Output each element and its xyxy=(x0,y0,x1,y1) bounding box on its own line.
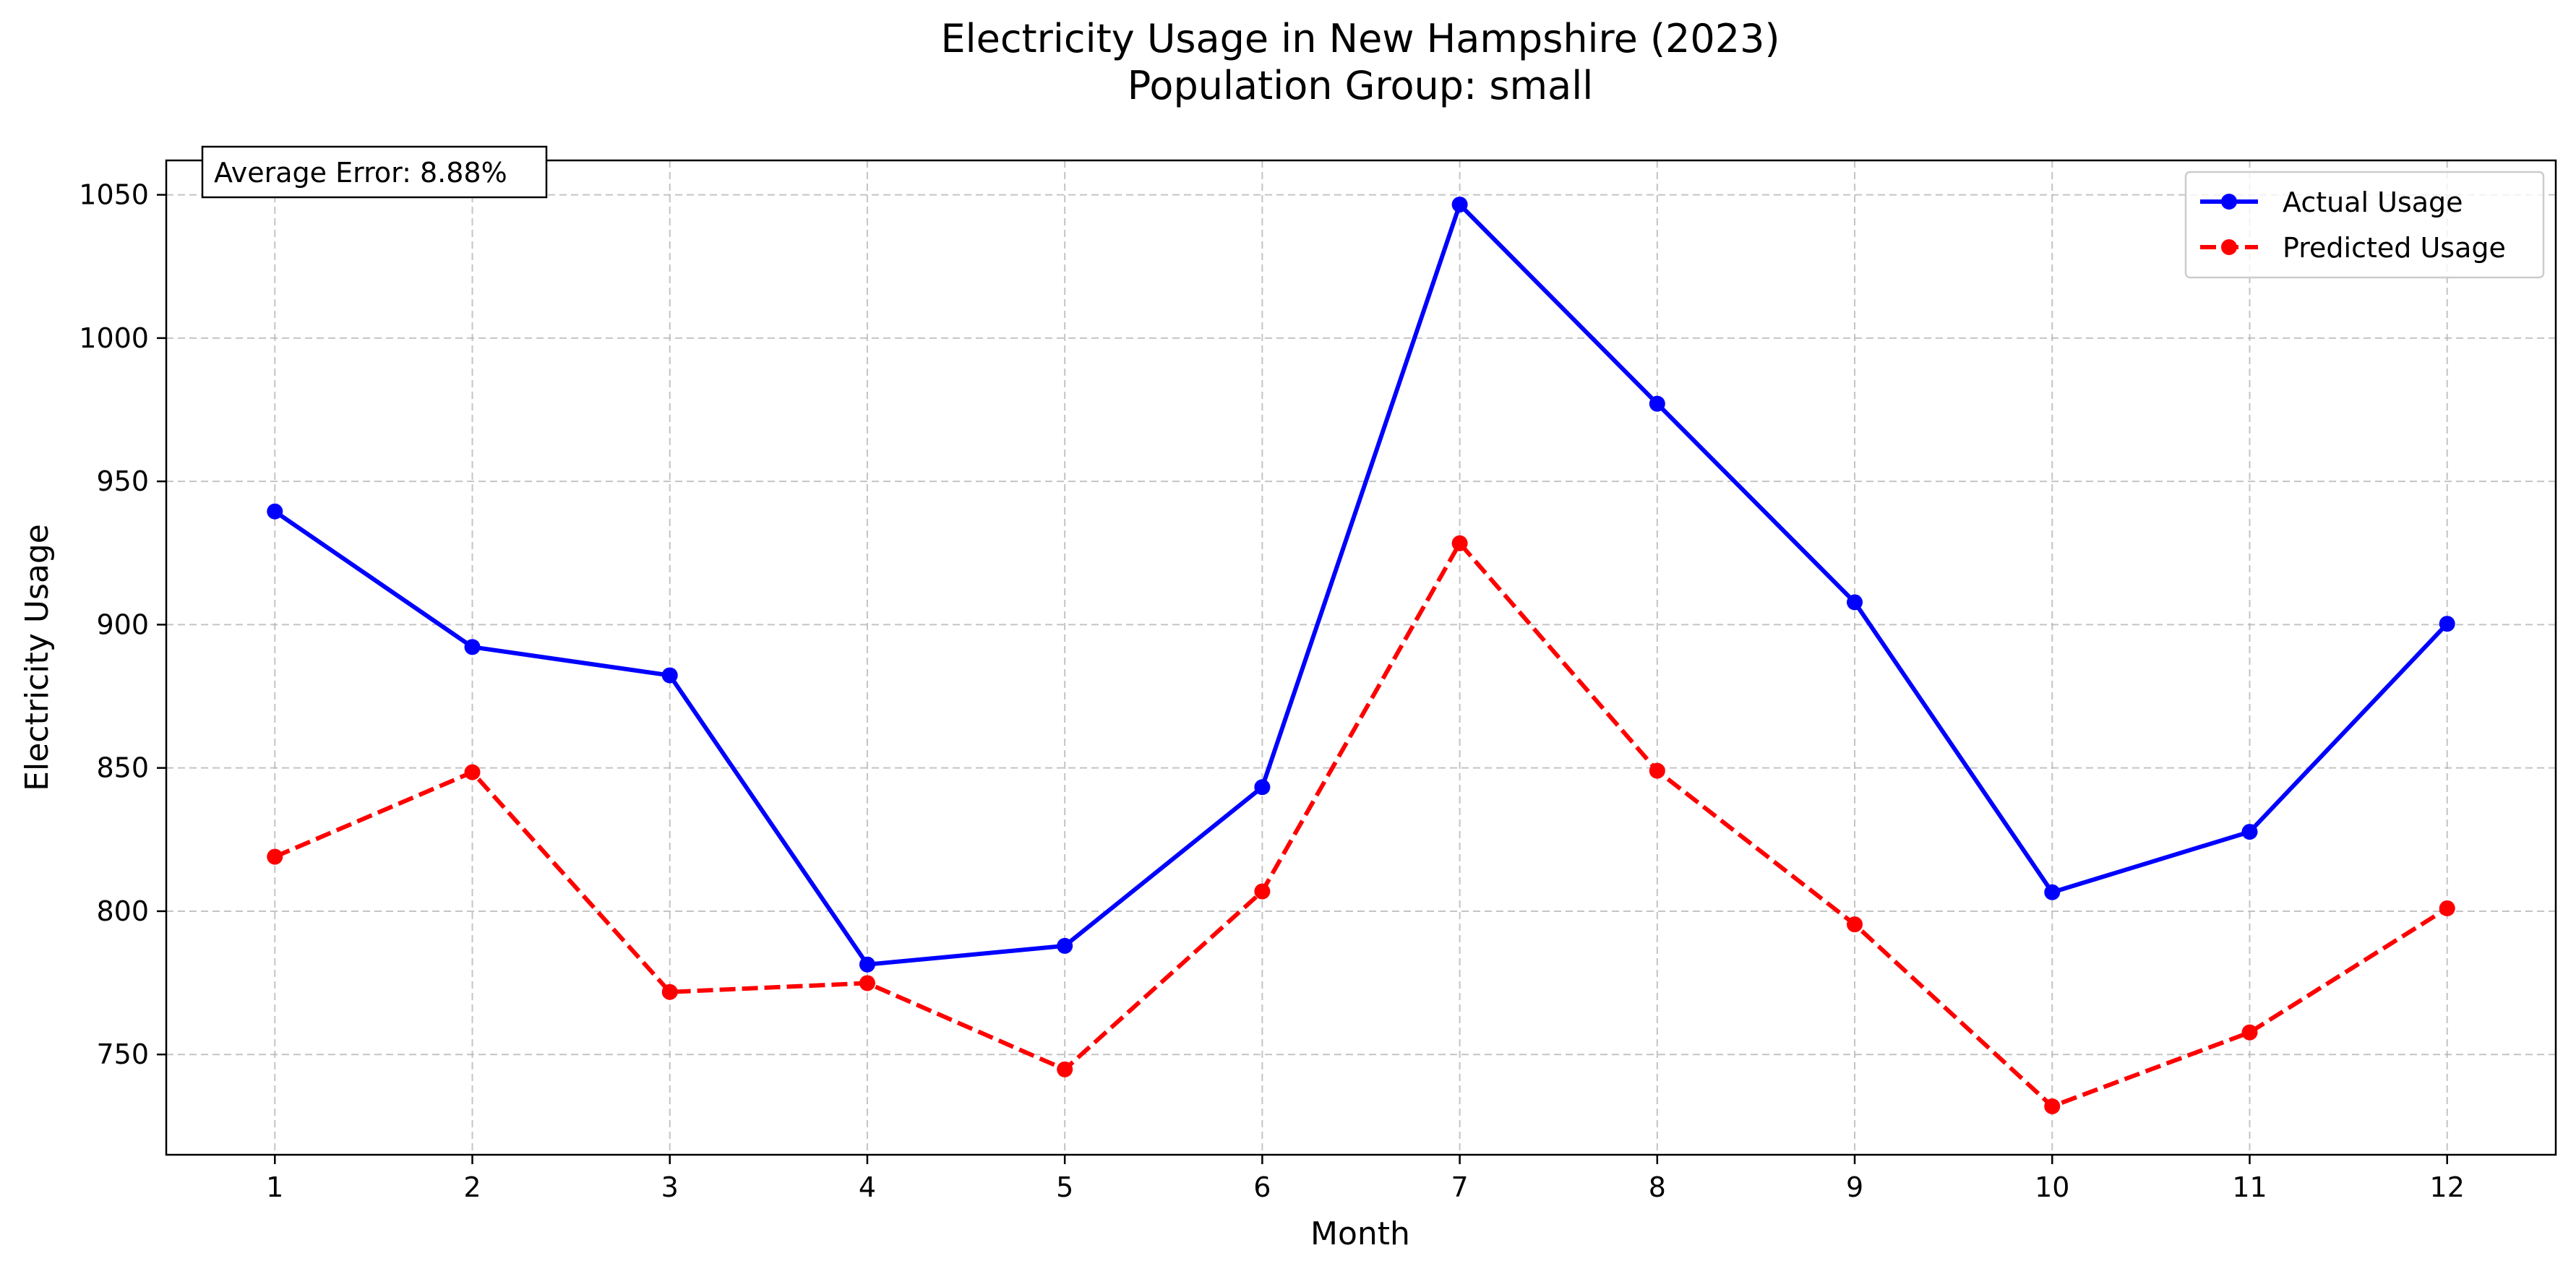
data-point-actual-usage-10 xyxy=(2044,884,2061,900)
x-tick-label-1: 1 xyxy=(266,1171,283,1203)
x-axis-ticks: 1 2 3 4 5 6 7 8 9 10 11 12 xyxy=(266,1155,2465,1203)
y-tick-label-950: 950 xyxy=(96,465,149,497)
x-tick-label-8: 8 xyxy=(1649,1171,1666,1203)
x-tick-label-4: 4 xyxy=(859,1171,876,1203)
y-tick-label-900: 900 xyxy=(96,608,149,640)
x-tick-label-12: 12 xyxy=(2430,1171,2465,1203)
data-point-actual-usage-8 xyxy=(1649,395,1665,412)
data-point-actual-usage-3 xyxy=(661,667,678,684)
data-point-predicted-usage-10 xyxy=(2044,1098,2061,1114)
y-tick-label-850: 850 xyxy=(96,752,149,784)
data-point-predicted-usage-5 xyxy=(1057,1061,1073,1077)
grid-lines xyxy=(166,160,2556,1155)
annotation-box xyxy=(201,145,548,199)
legend-label-predicted-usage: Predicted Usage xyxy=(2283,232,2506,264)
legend-marker-actual-usage xyxy=(2221,194,2237,210)
x-tick-label-7: 7 xyxy=(1451,1171,1469,1203)
data-point-actual-usage-6 xyxy=(1254,779,1271,796)
legend-label-actual-usage: Actual Usage xyxy=(2283,186,2463,218)
data-point-actual-usage-7 xyxy=(1451,197,1468,213)
data-point-predicted-usage-9 xyxy=(1847,916,1863,933)
chart-subtitle: Population Group: small xyxy=(1128,63,1593,108)
series-lines xyxy=(267,197,2455,1114)
data-point-actual-usage-2 xyxy=(464,639,481,655)
annotation-text: Average Error: 8.88% xyxy=(214,157,507,189)
data-point-predicted-usage-1 xyxy=(267,848,283,865)
y-axis-label: Electricity Usage xyxy=(19,524,56,791)
series-line-actual-usage xyxy=(273,202,2449,967)
x-tick-label-9: 9 xyxy=(1846,1171,1863,1203)
data-point-actual-usage-9 xyxy=(1847,594,1863,611)
legend: Actual Usage Predicted Usage xyxy=(2184,171,2545,279)
y-tick-label-750: 750 xyxy=(96,1038,149,1070)
average-error-annotation: Average Error: 8.88% xyxy=(201,145,548,199)
chart-title: Electricity Usage in New Hampshire (2023… xyxy=(940,16,1779,61)
y-tick-label-800: 800 xyxy=(96,895,149,927)
x-tick-label-10: 10 xyxy=(2035,1171,2069,1203)
plot-area-frame xyxy=(165,159,2557,1156)
data-point-predicted-usage-12 xyxy=(2439,900,2455,916)
data-point-predicted-usage-3 xyxy=(661,984,678,1000)
data-point-actual-usage-5 xyxy=(1057,937,1073,954)
legend-marker-predicted-usage xyxy=(2221,239,2237,255)
data-point-predicted-usage-2 xyxy=(464,764,481,780)
series-line-predicted-usage xyxy=(274,541,2449,1109)
x-tick-label-11: 11 xyxy=(2232,1171,2267,1203)
legend-frame xyxy=(2184,171,2545,279)
data-point-predicted-usage-11 xyxy=(2241,1024,2258,1041)
x-tick-label-6: 6 xyxy=(1253,1171,1271,1203)
y-tick-label-1050: 1050 xyxy=(79,179,149,211)
x-tick-label-2: 2 xyxy=(463,1171,481,1203)
y-axis-ticks: 750 800 850 900 950 1000 1050 xyxy=(79,179,166,1070)
data-point-actual-usage-1 xyxy=(267,503,283,520)
data-point-actual-usage-4 xyxy=(859,956,875,973)
data-point-predicted-usage-7 xyxy=(1451,535,1468,551)
y-tick-label-1000: 1000 xyxy=(79,322,149,354)
data-point-predicted-usage-6 xyxy=(1254,883,1271,900)
data-point-actual-usage-12 xyxy=(2439,616,2455,632)
x-tick-label-5: 5 xyxy=(1056,1171,1073,1203)
x-axis-label: Month xyxy=(1310,1215,1410,1252)
x-tick-label-3: 3 xyxy=(661,1171,679,1203)
data-point-predicted-usage-4 xyxy=(859,975,875,991)
data-point-predicted-usage-8 xyxy=(1649,762,1665,779)
data-point-actual-usage-11 xyxy=(2241,824,2258,840)
